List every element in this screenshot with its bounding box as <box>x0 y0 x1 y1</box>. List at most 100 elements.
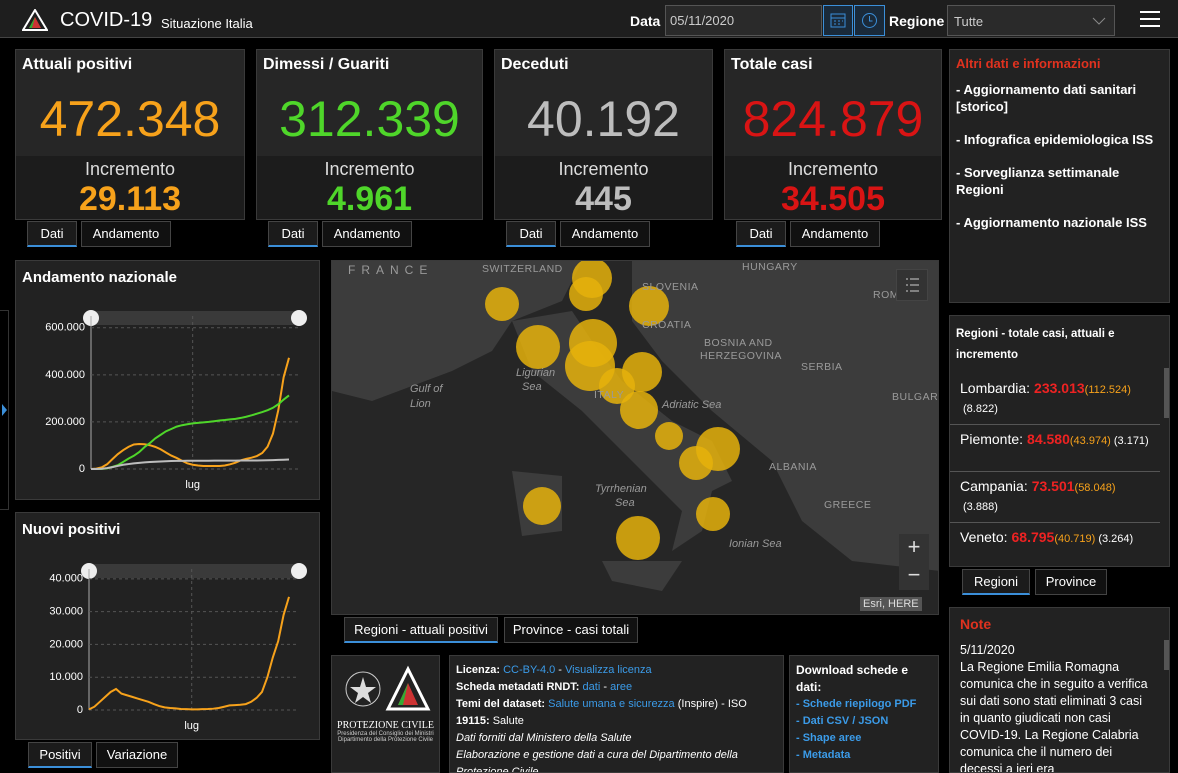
card-tab[interactable]: Andamento <box>790 221 880 247</box>
map-label: ALBANIA <box>769 461 817 473</box>
card-tab[interactable]: Dati <box>27 221 77 247</box>
y-tick-label: 400.000 <box>45 369 85 381</box>
zoom-in[interactable]: + <box>899 534 929 562</box>
card-tab[interactable]: Dati <box>268 221 318 247</box>
card-tab[interactable]: Andamento <box>322 221 412 247</box>
map-label: Gulf of <box>410 383 443 395</box>
regions-list: Lombardia: 233.013(112.524) (8.822) Piemont… <box>950 374 1160 566</box>
clock-icon <box>862 13 877 28</box>
region-current: (40.719) <box>1054 533 1096 545</box>
download-link[interactable]: - Schede riepilogo PDF <box>796 698 917 710</box>
region-increment: (3.888) <box>963 501 998 513</box>
logo-title: PROTEZIONE CIVILE <box>337 720 434 731</box>
chart: 0 10.000 20.000 30.000 40.000 lug <box>49 563 307 732</box>
map-label: BOSNIA AND <box>704 337 773 349</box>
increment-value: 445 <box>575 180 632 218</box>
card-tab[interactable]: Dati <box>736 221 786 247</box>
region-label: Regione <box>889 13 945 29</box>
map-tab[interactable]: Regioni - attuali positivi <box>344 617 498 643</box>
kpi-value: 472.348 <box>39 91 221 147</box>
link[interactable]: Salute umana e sicurezza <box>548 698 675 710</box>
link[interactable]: Visualizza licenza <box>565 664 652 676</box>
emblem <box>345 665 430 711</box>
note-panel: Note 5/11/2020 La Regione Emilia Romagna… <box>949 607 1170 773</box>
date-label: Data <box>630 13 661 29</box>
info-link[interactable]: - Aggiornamento dati sanitari [storico] <box>956 82 1137 114</box>
increment-label: Incremento <box>558 159 649 179</box>
increment-label: Incremento <box>84 159 176 179</box>
rndt-row: Scheda metadati RNDT: dati - aree <box>456 679 777 696</box>
link[interactable]: dati <box>582 681 601 693</box>
card-tab[interactable]: Andamento <box>81 221 171 247</box>
map-label: CROATIA <box>642 319 692 331</box>
series-line <box>88 596 290 711</box>
y-tick-label: 0 <box>77 704 83 716</box>
info-link[interactable]: - Aggiornamento nazionale ISS <box>956 215 1147 230</box>
download-link[interactable]: - Dati CSV / JSON <box>796 715 889 727</box>
series-line <box>90 357 290 470</box>
themes-row: Temi del dataset: Salute umana e sicurez… <box>456 696 777 730</box>
calendar-button[interactable] <box>823 5 853 36</box>
chart-tab[interactable]: Positivi <box>28 742 92 768</box>
scrollbar[interactable] <box>1164 368 1169 418</box>
license-panel: Licenza: CC-BY-4.0 - Visualizza licenza … <box>449 655 784 773</box>
region-row: Piemonte: 84.580(43.974) (3.171) <box>950 425 1160 472</box>
time-button[interactable] <box>854 5 885 36</box>
download-link[interactable]: - Shape aree <box>796 732 862 744</box>
map-label: HERZEGOVINA <box>700 350 782 362</box>
list-icon <box>906 278 919 292</box>
region-increment: (3.171) <box>1113 435 1149 447</box>
region-select[interactable]: Tutte <box>947 5 1115 36</box>
region-current: (58.048) <box>1074 482 1116 494</box>
regions-tab[interactable]: Regioni <box>962 569 1030 595</box>
kpi-title: Dimessi / Guariti <box>263 56 390 73</box>
layer-list-button[interactable] <box>896 269 928 301</box>
region-current: (112.524) <box>1084 384 1131 396</box>
map-label: HUNGARY <box>742 261 798 273</box>
logo <box>22 9 48 31</box>
x-tick-label: lug <box>185 479 200 491</box>
map-tab[interactable]: Province - casi totali <box>504 617 638 643</box>
map-label: Sea <box>522 381 542 393</box>
map[interactable]: FRANCE SWITZERLAND HUNGARY SLOVENIA CROATIA R… <box>331 260 939 615</box>
info-link[interactable]: - Sorveglianza settimanale Regioni <box>956 165 1120 197</box>
download-link[interactable]: - Metadata <box>796 749 851 761</box>
chart-tab[interactable]: Variazione <box>96 742 178 768</box>
side-arrow <box>2 404 7 416</box>
note-date: 5/11/2020 <box>960 643 1015 657</box>
slider-handle <box>291 563 307 579</box>
card-tab[interactable]: Andamento <box>560 221 650 247</box>
link[interactable]: aree <box>610 681 633 693</box>
increment-value: 4.961 <box>326 180 413 218</box>
map-label: ITALY <box>594 389 625 401</box>
map-label: Ligurian <box>516 367 556 379</box>
region-name: Campania: <box>960 478 1028 494</box>
kpi-value: 40.192 <box>527 91 680 147</box>
link[interactable]: CC-BY-4.0 <box>503 664 556 676</box>
region-row: Lombardia: 233.013(112.524) (8.822) <box>950 374 1160 425</box>
increment-label: Incremento <box>324 159 415 179</box>
scrollbar[interactable] <box>1164 640 1169 670</box>
regions-title: Regioni - totale casi, attuali e increme… <box>956 328 1115 361</box>
region-current: (43.974) <box>1069 435 1111 447</box>
date-input[interactable]: 05/11/2020 <box>665 5 822 36</box>
y-tick-label: 40.000 <box>49 573 83 585</box>
map-label: FRANCE <box>348 263 434 277</box>
region-increment: (8.822) <box>963 403 998 415</box>
card-tab[interactable]: Dati <box>506 221 556 247</box>
side-toggle[interactable] <box>0 310 9 510</box>
regions-tab[interactable]: Province <box>1035 569 1107 595</box>
slider-handle <box>291 310 307 326</box>
info-link[interactable]: - Infografica epidemiologica ISS <box>956 132 1154 147</box>
note-title: Note <box>960 616 992 632</box>
region-total: 84.580 <box>1027 431 1070 447</box>
y-tick-label: 20.000 <box>49 638 83 650</box>
map-label: Ionian Sea <box>729 538 782 550</box>
sep: - <box>555 664 566 676</box>
kpi-value: 312.339 <box>279 91 460 147</box>
regions-panel: Regioni - totale casi, attuali e increme… <box>949 315 1170 567</box>
increment-value: 34.505 <box>781 180 885 218</box>
menu-button[interactable] <box>1139 10 1161 28</box>
region-total: 73.501 <box>1031 478 1075 494</box>
zoom-out[interactable]: − <box>899 562 929 590</box>
